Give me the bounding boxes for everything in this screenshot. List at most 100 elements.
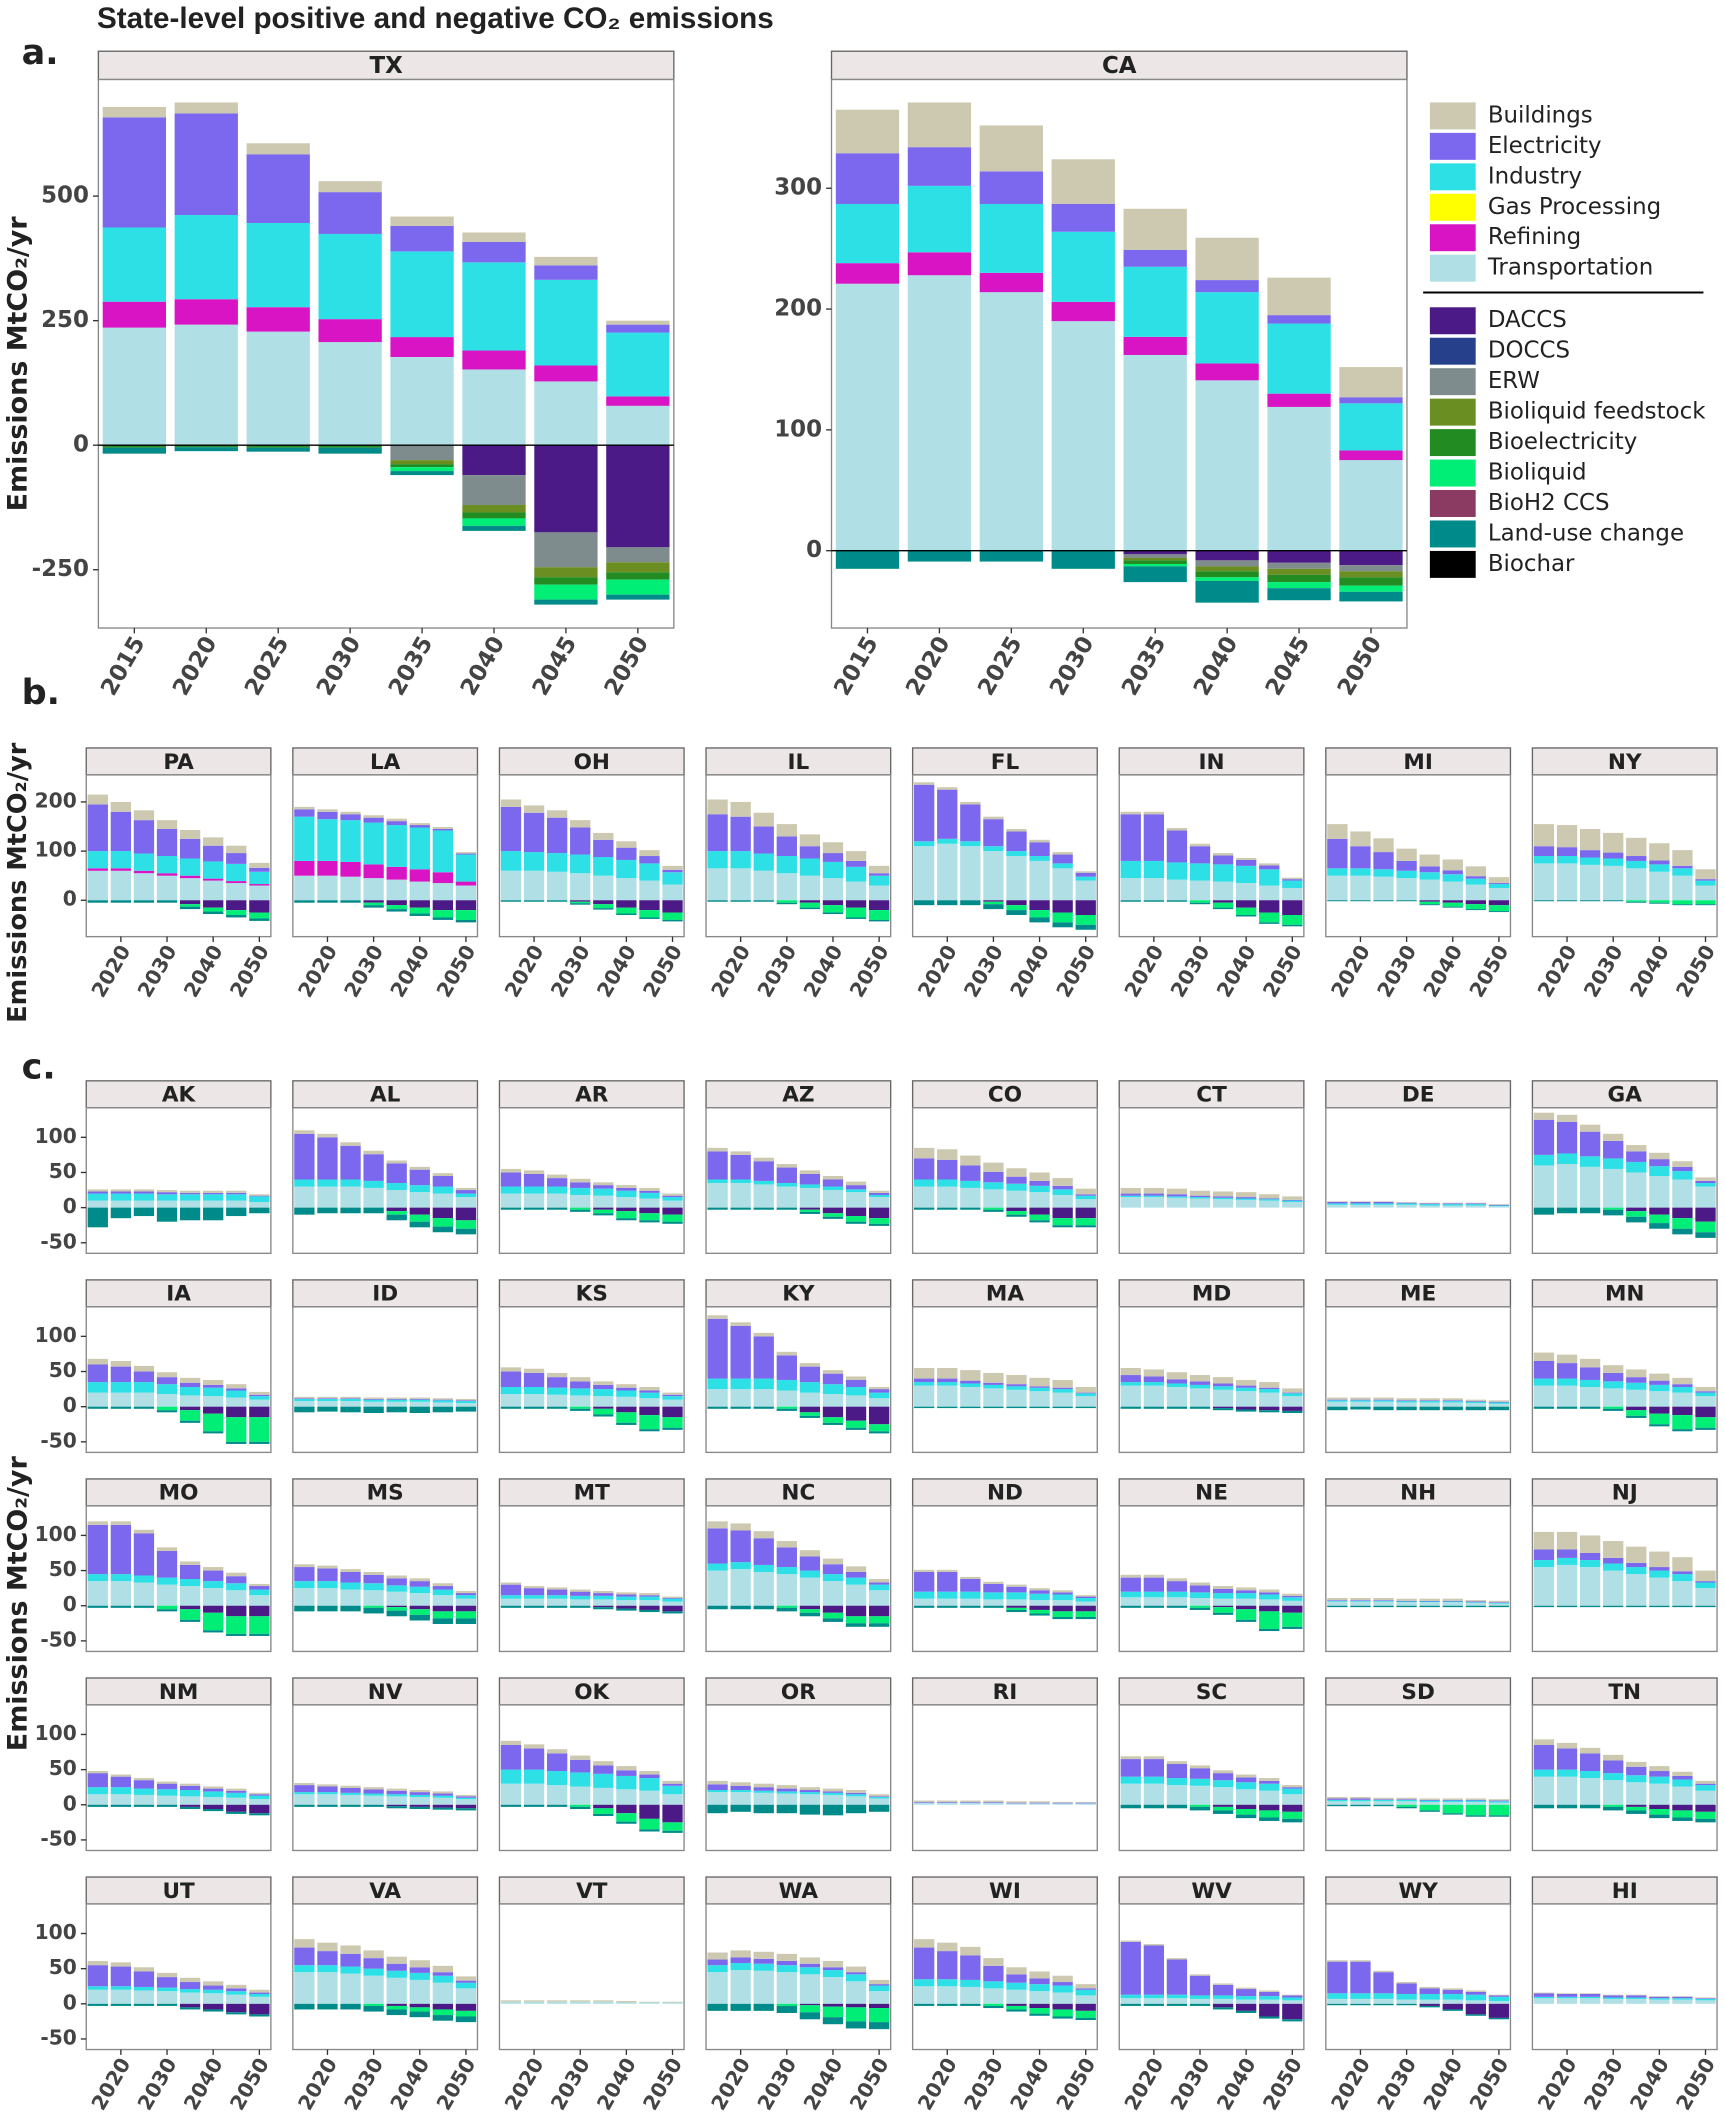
bar-segment: [799, 1207, 821, 1210]
bar-segment: [1259, 863, 1280, 866]
panel-strip: [292, 1080, 479, 1109]
bar-segment: [294, 816, 315, 861]
figure-title: State-level positive and negative CO₂ em…: [97, 2, 774, 35]
bar-segment: [1267, 582, 1331, 589]
bar-segment: [1259, 1406, 1280, 1411]
bar-segment: [845, 1796, 867, 1805]
bar-segment: [1373, 1400, 1394, 1402]
bar-segment: [937, 1802, 958, 1805]
bar-segment: [1006, 856, 1027, 901]
bar-segment: [1189, 1765, 1211, 1769]
bar-segment: [1465, 1801, 1486, 1805]
bar-segment: [1649, 860, 1670, 865]
x-tick-label: 2050: [638, 941, 687, 1002]
bar-segment: [662, 1598, 683, 1602]
bar-segment: [455, 1605, 477, 1612]
bar-segment: [455, 1593, 477, 1596]
bar-segment: [523, 1605, 545, 1608]
bar-segment: [799, 1794, 821, 1805]
bar-segment: [1603, 858, 1624, 866]
y-tick-label: 100: [35, 838, 77, 862]
bar-segment: [1236, 1987, 1257, 1990]
x-tick-label: 2030: [752, 941, 801, 1002]
bar-segment: [500, 1168, 522, 1173]
bar-segment: [937, 789, 958, 839]
bar-segment: [455, 1400, 477, 1402]
bar-segment: [868, 1794, 890, 1797]
bar-segment: [776, 1574, 797, 1606]
bar-segment: [1189, 1975, 1211, 1996]
bar-segment: [1373, 852, 1394, 870]
bar-segment: [110, 1787, 132, 1795]
bar-segment: [616, 1190, 637, 1198]
bar-segment: [662, 1193, 683, 1196]
bar-segment: [409, 1972, 430, 1980]
bar-segment: [1052, 2009, 1073, 2017]
bar-segment: [1373, 1799, 1394, 1800]
bar-segment: [500, 1740, 522, 1746]
legend-swatch: [1429, 254, 1476, 282]
bar-segment: [822, 1581, 844, 1606]
bar-segment: [317, 1588, 338, 1606]
bar-segment: [1327, 1600, 1348, 1602]
bar-segment: [753, 1161, 774, 1181]
bar-segment: [1350, 1397, 1371, 1400]
bar-segment: [249, 1595, 270, 1606]
bar-segment: [226, 1605, 247, 1617]
bar-segment: [409, 827, 430, 870]
bar-segment: [799, 1173, 821, 1185]
bar-segment: [1533, 1406, 1555, 1409]
bar-segment: [1419, 1402, 1440, 1407]
bar-segment: [606, 320, 670, 325]
bar-segment: [1649, 1373, 1670, 1381]
bar-segment: [1052, 1178, 1073, 1186]
x-tick-label: 2020: [293, 941, 342, 1002]
bar-segment: [845, 1221, 867, 1224]
x-tick-label: 2050: [1671, 941, 1720, 1002]
bar-segment: [730, 1785, 751, 1791]
bar-segment: [1465, 884, 1486, 901]
bar-segment: [1195, 560, 1259, 567]
bar-segment: [1052, 1225, 1073, 1228]
bar-segment: [1189, 1974, 1211, 1976]
bar-segment: [110, 1191, 132, 1194]
bar-segment: [1695, 1427, 1716, 1430]
bar-segment: [1006, 1607, 1027, 1610]
bar-segment: [937, 1571, 958, 1592]
bar-segment: [1327, 1399, 1348, 1401]
bar-segment: [432, 1791, 454, 1794]
bar-segment: [546, 810, 568, 818]
bar-segment: [1282, 924, 1303, 927]
bar-segment: [960, 1579, 981, 1592]
bar-segment: [1123, 249, 1187, 267]
panel-title: WI: [989, 1879, 1021, 1904]
bar-segment: [203, 1786, 224, 1789]
bar-segment: [1267, 550, 1331, 563]
bar-segment: [1603, 1408, 1624, 1411]
bar-segment: [845, 900, 867, 908]
panel-strip: [1531, 1279, 1718, 1308]
bar-segment: [1327, 1797, 1348, 1799]
bar-segment: [845, 881, 867, 901]
bar-segment: [937, 1159, 958, 1180]
bar-segment: [845, 1616, 867, 1624]
bar-segment: [1626, 1546, 1647, 1563]
bar-segment: [1465, 876, 1486, 879]
bar-segment: [822, 878, 844, 901]
bar-segment: [1533, 824, 1555, 847]
bar-segment: [1396, 1602, 1417, 1606]
bar-segment: [523, 1193, 545, 1208]
bar-segment: [110, 1360, 132, 1367]
bar-segment: [1556, 1207, 1578, 1214]
x-tick-label: 2050: [1464, 941, 1513, 1002]
bar-segment: [409, 907, 430, 914]
bar-segment: [1373, 1399, 1394, 1401]
bar-segment: [799, 875, 821, 901]
bar-segment: [868, 1797, 890, 1799]
bar-segment: [340, 820, 361, 862]
bar-segment: [133, 1365, 155, 1372]
x-tick-label: 2040: [1418, 941, 1467, 1002]
bar-segment: [570, 1786, 591, 1805]
legend-swatch: [1429, 193, 1476, 221]
